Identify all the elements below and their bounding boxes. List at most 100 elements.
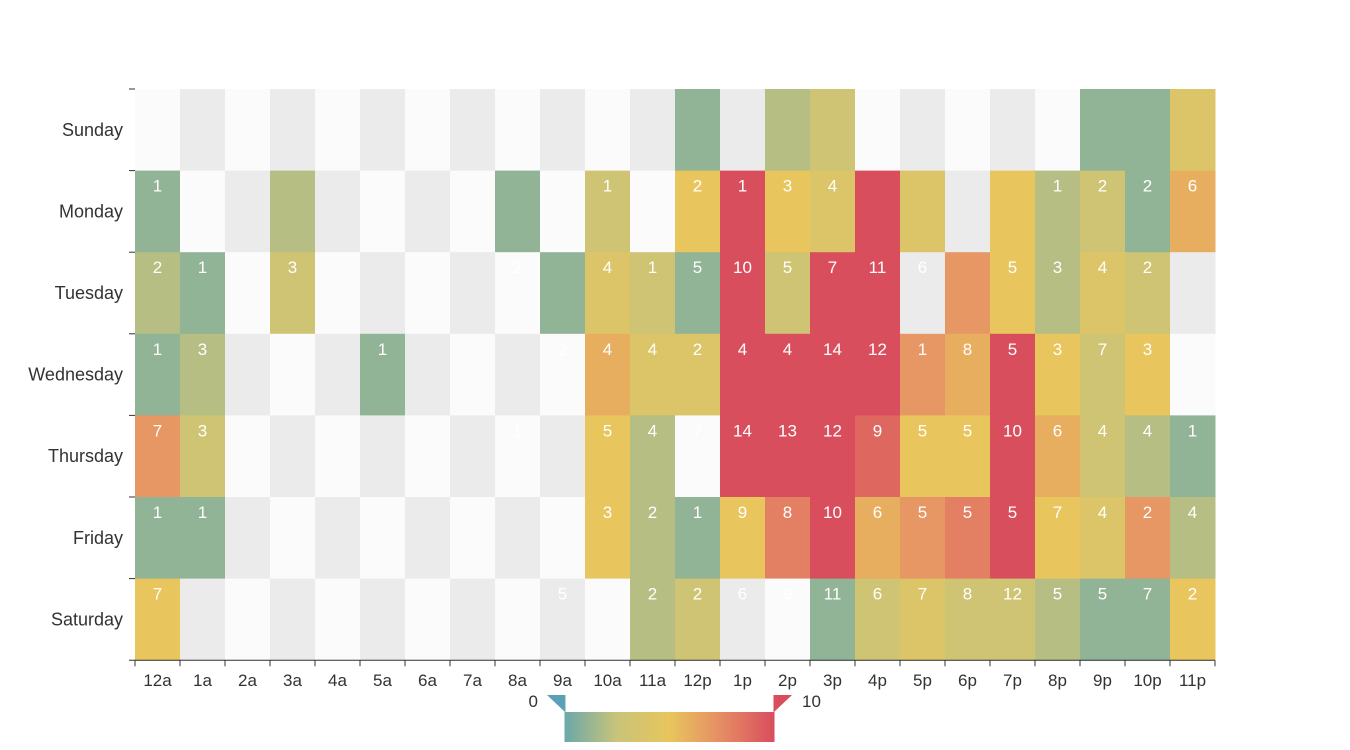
- heatmap-cell[interactable]: [405, 252, 451, 335]
- heatmap-cell[interactable]: [315, 170, 361, 253]
- heatmap-cell[interactable]: [1035, 415, 1081, 498]
- heatmap-cell[interactable]: [360, 415, 406, 498]
- heatmap-cell[interactable]: [630, 578, 676, 661]
- heatmap-cell[interactable]: [900, 170, 946, 253]
- heatmap-cell[interactable]: [1125, 578, 1171, 661]
- heatmap-cell[interactable]: [495, 89, 541, 172]
- heatmap-cell[interactable]: [1125, 170, 1171, 253]
- heatmap-cell[interactable]: [135, 333, 181, 416]
- heatmap-cell[interactable]: [630, 415, 676, 498]
- heatmap-cell[interactable]: [1080, 252, 1126, 335]
- heatmap-cell[interactable]: [1170, 333, 1216, 416]
- heatmap-cell[interactable]: [810, 578, 856, 661]
- heatmap-cell[interactable]: [855, 252, 901, 335]
- heatmap-cell[interactable]: [450, 252, 496, 335]
- heatmap-cell[interactable]: [450, 89, 496, 172]
- heatmap-cell[interactable]: [990, 170, 1036, 253]
- heatmap-cell[interactable]: [225, 333, 271, 416]
- heatmap-cell[interactable]: [855, 89, 901, 172]
- heatmap-cell[interactable]: [1035, 578, 1081, 661]
- heatmap-cell[interactable]: [135, 252, 181, 335]
- heatmap-cell[interactable]: [1035, 252, 1081, 335]
- heatmap-cell[interactable]: [540, 252, 586, 335]
- heatmap-cell[interactable]: [405, 415, 451, 498]
- heatmap-cell[interactable]: [225, 497, 271, 580]
- heatmap-cell[interactable]: [810, 170, 856, 253]
- heatmap-cell[interactable]: [630, 252, 676, 335]
- heatmap-cell[interactable]: [360, 252, 406, 335]
- heatmap-cell[interactable]: [1035, 333, 1081, 416]
- heatmap-cell[interactable]: [855, 170, 901, 253]
- heatmap-cell[interactable]: [270, 578, 316, 661]
- heatmap-cell[interactable]: [405, 170, 451, 253]
- heatmap-cell[interactable]: [1170, 89, 1216, 172]
- heatmap-cell[interactable]: [315, 497, 361, 580]
- heatmap-cell[interactable]: [900, 578, 946, 661]
- heatmap-cell[interactable]: [720, 89, 766, 172]
- heatmap-cell[interactable]: [675, 333, 721, 416]
- heatmap-cell[interactable]: [315, 578, 361, 661]
- heatmap-cell[interactable]: [405, 333, 451, 416]
- heatmap-cell[interactable]: [765, 497, 811, 580]
- heatmap-cell[interactable]: [1125, 333, 1171, 416]
- heatmap-cell[interactable]: [225, 415, 271, 498]
- heatmap-cell[interactable]: [990, 497, 1036, 580]
- heatmap-cell[interactable]: [1170, 497, 1216, 580]
- heatmap-cell[interactable]: [1080, 89, 1126, 172]
- heatmap-cell[interactable]: [765, 252, 811, 335]
- heatmap-cell[interactable]: [585, 170, 631, 253]
- heatmap-cell[interactable]: [450, 497, 496, 580]
- heatmap-cell[interactable]: [495, 333, 541, 416]
- heatmap-cell[interactable]: [675, 170, 721, 253]
- heatmap-cell[interactable]: [540, 170, 586, 253]
- heatmap-cell[interactable]: [630, 170, 676, 253]
- heatmap-cell[interactable]: [1170, 578, 1216, 661]
- heatmap-cell[interactable]: [360, 578, 406, 661]
- heatmap-cell[interactable]: [405, 89, 451, 172]
- heatmap-cell[interactable]: [945, 497, 991, 580]
- heatmap-cell[interactable]: [765, 333, 811, 416]
- heatmap-cell[interactable]: [450, 578, 496, 661]
- heatmap-cell[interactable]: [585, 89, 631, 172]
- heatmap-cell[interactable]: [1080, 578, 1126, 661]
- heatmap-cell[interactable]: [585, 252, 631, 335]
- heatmap-cell[interactable]: [990, 578, 1036, 661]
- heatmap-cell[interactable]: [945, 333, 991, 416]
- heatmap-cell[interactable]: [675, 415, 721, 498]
- heatmap-cell[interactable]: [495, 497, 541, 580]
- heatmap-cell[interactable]: [225, 170, 271, 253]
- heatmap-cell[interactable]: [945, 89, 991, 172]
- visual-map-max-handle-icon[interactable]: [774, 695, 792, 712]
- heatmap-cell[interactable]: [630, 89, 676, 172]
- heatmap-cell[interactable]: [675, 252, 721, 335]
- heatmap-cell[interactable]: [945, 252, 991, 335]
- heatmap-cell[interactable]: [1080, 170, 1126, 253]
- heatmap-cell[interactable]: [810, 333, 856, 416]
- heatmap-cell[interactable]: [180, 170, 226, 253]
- heatmap-cell[interactable]: [135, 497, 181, 580]
- heatmap-cell[interactable]: [315, 89, 361, 172]
- heatmap-cell[interactable]: [360, 497, 406, 580]
- heatmap-cell[interactable]: [585, 333, 631, 416]
- heatmap-cell[interactable]: [495, 170, 541, 253]
- heatmap-cell[interactable]: [900, 497, 946, 580]
- heatmap-cell[interactable]: [900, 89, 946, 172]
- heatmap-cell[interactable]: [900, 333, 946, 416]
- heatmap-cell[interactable]: [270, 497, 316, 580]
- heatmap-cell[interactable]: [270, 415, 316, 498]
- heatmap-cell[interactable]: [720, 252, 766, 335]
- heatmap-cell[interactable]: [990, 333, 1036, 416]
- heatmap-cell[interactable]: [765, 170, 811, 253]
- heatmap-cell[interactable]: [585, 415, 631, 498]
- heatmap-cell[interactable]: [1170, 415, 1216, 498]
- heatmap-cell[interactable]: [765, 89, 811, 172]
- heatmap-cell[interactable]: [180, 333, 226, 416]
- heatmap-cell[interactable]: [765, 415, 811, 498]
- heatmap-cell[interactable]: [540, 578, 586, 661]
- heatmap-cell[interactable]: [1035, 170, 1081, 253]
- heatmap-cell[interactable]: [495, 415, 541, 498]
- heatmap-cell[interactable]: [765, 578, 811, 661]
- heatmap-cell[interactable]: [405, 497, 451, 580]
- heatmap-cell[interactable]: [945, 578, 991, 661]
- heatmap-cell[interactable]: [270, 333, 316, 416]
